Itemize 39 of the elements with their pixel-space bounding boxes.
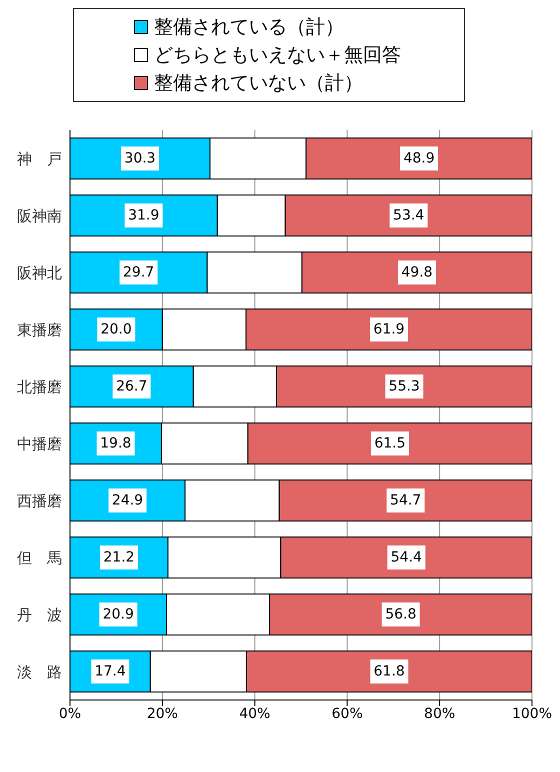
y-tick-label: 西播磨 (17, 492, 62, 510)
data-label: 54.7 (390, 492, 422, 508)
data-label: 29.7 (123, 264, 154, 280)
y-tick-label: 阪神南 (17, 206, 62, 225)
data-label: 48.9 (403, 150, 435, 166)
data-label: 55.3 (388, 378, 420, 394)
x-tick-label: 20% (146, 706, 178, 722)
y-tick-label: 北播磨 (17, 378, 62, 396)
data-label: 20.9 (102, 606, 134, 622)
data-label: 31.9 (128, 207, 160, 224)
legend-label: 整備されている（計） (154, 15, 344, 40)
y-tick-label: 神 戸 (17, 150, 62, 168)
x-tick-label: 40% (239, 706, 270, 722)
data-label: 54.4 (390, 549, 422, 566)
y-tick-label: 但 馬 (17, 548, 62, 567)
data-label: 56.8 (385, 606, 416, 622)
data-label: 61.9 (373, 321, 405, 338)
x-tick-label: 100% (512, 706, 552, 722)
y-tick-label: 淡 路 (17, 662, 62, 681)
data-label: 21.2 (103, 549, 135, 566)
data-label: 26.7 (116, 378, 148, 394)
data-label: 30.3 (124, 150, 156, 166)
x-tick-label: 80% (424, 706, 456, 722)
data-label: 19.8 (100, 435, 132, 452)
data-label: 49.8 (401, 264, 433, 280)
data-label: 20.0 (100, 321, 132, 338)
x-tick-label: 60% (332, 706, 363, 722)
y-tick-label: 阪神北 (17, 264, 62, 282)
data-label: 61.5 (374, 435, 406, 452)
data-label: 61.8 (374, 663, 405, 680)
legend-label: どちらともいえない＋無回答 (154, 43, 401, 68)
data-label: 17.4 (94, 663, 126, 680)
x-tick-label: 0% (58, 706, 82, 722)
y-tick-label: 東播磨 (17, 320, 62, 339)
data-label: 24.9 (112, 492, 144, 508)
y-tick-label: 中播磨 (17, 434, 62, 453)
data-label: 53.4 (393, 207, 424, 224)
legend-label: 整備されていない（計） (154, 71, 363, 96)
y-tick-label: 丹 波 (17, 606, 62, 624)
